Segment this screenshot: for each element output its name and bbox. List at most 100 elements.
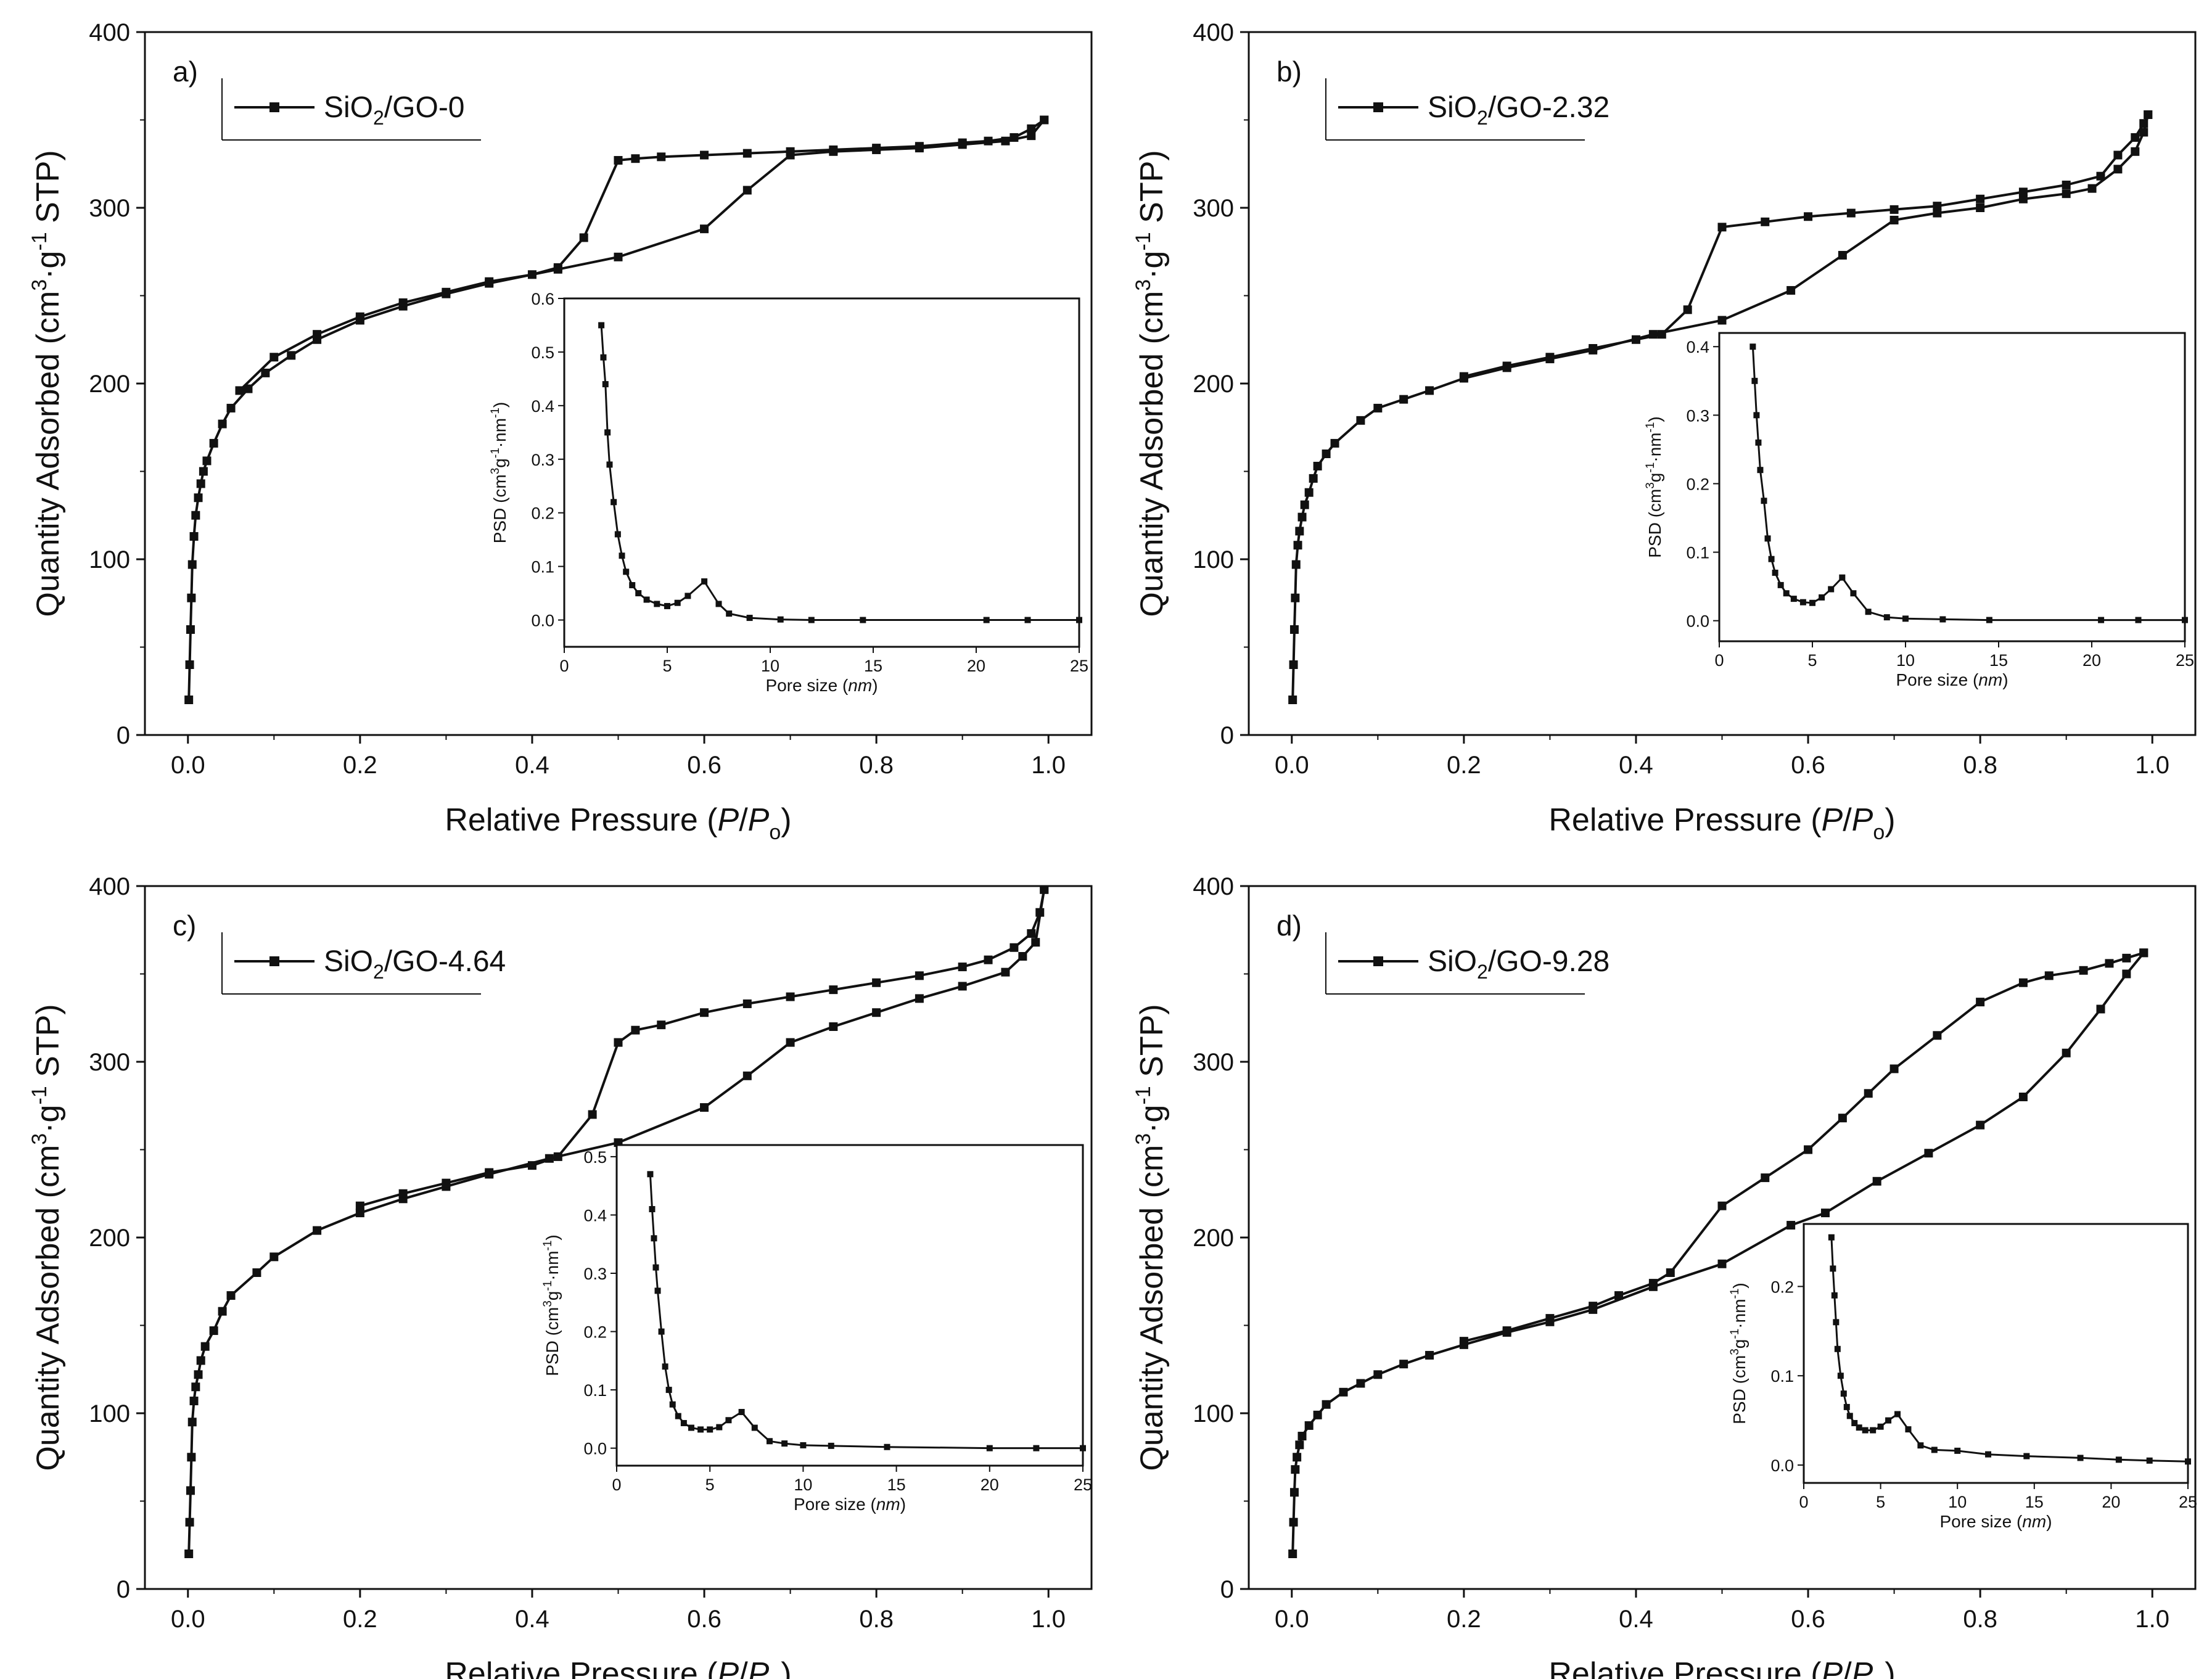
inset-y-label-sup: 3 — [541, 1300, 554, 1307]
desorption-point — [915, 142, 924, 151]
legend-sub: 2 — [373, 961, 384, 983]
inset-x-tick-label: 15 — [887, 1476, 906, 1494]
desorption-point — [2018, 978, 2028, 987]
inset-y-axis-label: PSD (cm3g-1·nm-1) — [1644, 416, 1664, 558]
inset-y-label-sup: -1 — [489, 448, 502, 458]
desorption-point — [1933, 1031, 1942, 1040]
desorption-point — [2139, 119, 2148, 128]
inset-y-tick-label: 0.3 — [531, 451, 554, 469]
x-tick-label: 0.2 — [1447, 752, 1481, 779]
psd-point — [777, 616, 784, 623]
psd-point — [884, 1443, 890, 1450]
inset-y-label-sup: -1 — [489, 408, 502, 418]
inset-x-tick-label: 25 — [2179, 1493, 2197, 1511]
inset-y-tick-label: 0.1 — [583, 1381, 607, 1400]
adsorption-point — [1838, 250, 1847, 260]
psd-point — [1751, 377, 1758, 384]
desorption-point — [1976, 998, 1985, 1007]
y-label-text: Quantity Adsorbed (cm — [1134, 291, 1170, 617]
psd-point — [1790, 596, 1797, 602]
y-label-text: Quantity Adsorbed (cm — [30, 1145, 66, 1471]
psd-point — [2077, 1455, 2084, 1461]
adsorption-point — [1291, 560, 1301, 569]
psd-point — [726, 610, 733, 617]
desorption-point — [915, 971, 924, 980]
desorption-point — [1657, 330, 1666, 339]
psd-point — [1843, 1403, 1850, 1410]
legend-prefix: SiO — [324, 945, 373, 978]
y-axis-label: Quantity Adsorbed (cm3·g-1 STP) — [28, 150, 66, 617]
desorption-point — [1717, 223, 1727, 232]
psd-point — [1819, 594, 1825, 601]
psd-point — [604, 429, 611, 436]
desorption-point — [1040, 885, 1049, 894]
psd-point — [808, 617, 815, 623]
inset-y-tick-label: 0.3 — [583, 1265, 607, 1283]
y-label-sup: -1 — [1132, 1086, 1155, 1104]
legend-suffix: /GO-4.64 — [384, 945, 506, 978]
adsorption-point — [187, 560, 197, 569]
y-label-mid: ·g — [1134, 251, 1170, 279]
desorption-point — [442, 287, 451, 297]
psd-point — [1877, 1423, 1884, 1430]
psd-point — [983, 617, 990, 623]
inset-x-tick-label: 25 — [1074, 1476, 1092, 1494]
adsorption-point — [189, 1397, 199, 1406]
adsorption-point — [1889, 215, 1899, 224]
desorption-point — [2062, 180, 2071, 189]
desorption-point — [1683, 305, 1692, 314]
psd-point — [766, 1438, 773, 1445]
x-label-text: Relative Pressure ( — [1548, 802, 1822, 838]
psd-point — [652, 1264, 659, 1271]
adsorption-point — [200, 1342, 210, 1351]
psd-point — [1865, 609, 1872, 615]
psd-point — [1885, 1417, 1892, 1424]
x-label-sub: o — [769, 821, 781, 844]
adsorption-point — [189, 532, 199, 541]
inset-y-label-sup: 3 — [489, 468, 502, 475]
y-tick-label: 300 — [1193, 195, 1234, 222]
adsorption-point — [194, 1370, 203, 1379]
y-tick-label: 400 — [89, 19, 130, 46]
adsorption-point — [191, 511, 200, 520]
desorption-point — [1933, 202, 1942, 211]
desorption-point — [1545, 353, 1555, 362]
desorption-point — [2018, 187, 2028, 197]
adsorption-point — [218, 419, 227, 429]
desorption-point — [1976, 194, 1985, 203]
psd-point — [614, 531, 621, 538]
desorption-point — [614, 156, 623, 165]
legend-label: SiO2/GO-4.64 — [324, 945, 506, 983]
adsorption-point — [2018, 1093, 2028, 1101]
psd-point — [1850, 590, 1857, 597]
psd-point — [675, 1413, 681, 1419]
adsorption-point — [209, 1326, 218, 1336]
inset-y-label-sup: 3 — [1644, 482, 1657, 489]
psd-point — [665, 1387, 672, 1394]
x-label-close: ) — [781, 1656, 791, 1679]
inset-y-label-g: g — [1645, 473, 1664, 483]
adsorption-point — [209, 438, 218, 448]
psd-point — [1080, 1445, 1086, 1451]
desorption-point — [1631, 335, 1640, 344]
psd-point — [1840, 1390, 1847, 1397]
psd-point — [1799, 599, 1806, 606]
y-tick-label: 400 — [89, 873, 130, 900]
desorption-point — [1804, 1145, 1813, 1154]
inset-y-tick-label: 0.2 — [1770, 1278, 1794, 1296]
desorption-point — [2096, 171, 2105, 181]
inset-y-label-sup: -1 — [1729, 1329, 1741, 1339]
psd-line — [1751, 347, 2185, 622]
psd-point — [1954, 1447, 1961, 1454]
psd-point — [1846, 1413, 1853, 1419]
y-tick-label: 0 — [117, 1576, 130, 1603]
psd-line — [600, 325, 1079, 621]
y-tick-label: 100 — [1193, 546, 1234, 573]
x-label-sub: o — [1873, 1675, 1885, 1679]
y-label-sup: 3 — [28, 279, 51, 291]
psd-point — [1931, 1447, 1938, 1453]
inset-y-label-nm: ·nm — [543, 1250, 562, 1280]
desorption-point — [2122, 953, 2131, 963]
inset-x-tick-label: 20 — [2102, 1493, 2120, 1511]
desorption-point — [527, 1161, 537, 1170]
